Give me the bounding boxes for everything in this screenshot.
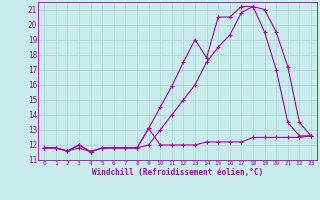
X-axis label: Windchill (Refroidissement éolien,°C): Windchill (Refroidissement éolien,°C): [92, 168, 263, 177]
